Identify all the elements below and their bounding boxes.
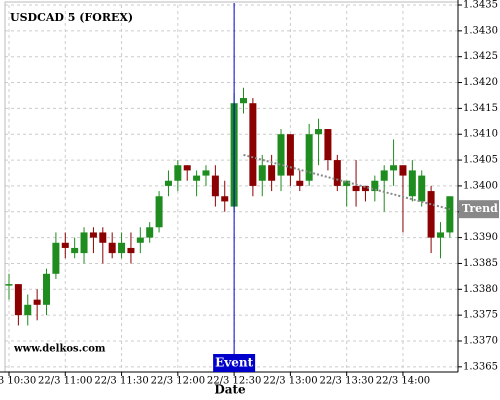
candle-body: [418, 175, 426, 202]
candle-body: [427, 191, 435, 238]
y-tick-label: 1.3400: [463, 180, 498, 191]
candle-body: [361, 185, 369, 192]
candle-body: [146, 227, 154, 238]
y-tick-label: 1.3420: [463, 77, 498, 88]
watermark: www.delkos.com: [13, 344, 106, 355]
candle-body: [118, 242, 126, 254]
candle-body: [408, 170, 416, 197]
x-tick-label: 22/3 11:00: [38, 376, 92, 387]
candle-body: [296, 180, 304, 186]
trend-line: [243, 153, 451, 211]
candle-body: [164, 180, 172, 186]
candle-body: [43, 273, 51, 305]
candle-body: [240, 98, 247, 104]
candle-body: [71, 247, 79, 254]
y-tick-label: 1.3415: [463, 103, 498, 114]
y-tick-label: 1.3380: [463, 284, 498, 295]
candle-body: [436, 232, 444, 238]
candle-body: [193, 175, 201, 181]
x-tick-label: 22/3 13:30: [319, 376, 373, 387]
candle-body: [5, 284, 13, 286]
x-tick-label: 22/3 14:00: [376, 376, 430, 387]
candle-body: [202, 170, 210, 176]
candle-body: [343, 180, 351, 186]
candle-body: [99, 232, 107, 243]
y-tick-label: 1.3390: [463, 232, 498, 243]
x-tick-label: 22/3 10:30: [0, 376, 36, 387]
candle-body: [14, 284, 22, 316]
x-axis-label: Date: [214, 383, 246, 397]
y-tick-label: 1.3410: [463, 129, 498, 140]
trend-label: Trend: [462, 202, 498, 215]
candle-body: [61, 242, 69, 248]
candle-body: [446, 196, 454, 233]
y-tick-label: 1.3430: [463, 25, 498, 36]
x-tick-label: 22/3 12:00: [151, 376, 205, 387]
chart-title: USDCAD 5 (FOREX): [10, 11, 133, 24]
y-tick-label: 1.3425: [463, 51, 498, 62]
trend-tag: [459, 200, 499, 219]
candle-body: [305, 134, 313, 181]
candle-body: [352, 185, 360, 192]
candle-body: [399, 165, 407, 176]
candle-body: [371, 180, 379, 192]
candle-body: [136, 237, 144, 243]
y-tick-label: 1.3365: [463, 361, 498, 372]
y-tick-label: 1.3435: [463, 0, 498, 11]
candle-body: [155, 196, 163, 228]
candle-body: [24, 304, 32, 316]
candle-body: [211, 175, 219, 197]
candle-body: [108, 242, 116, 254]
event-label: Event: [215, 356, 253, 370]
candle-body: [324, 129, 332, 161]
candle-body: [268, 165, 276, 181]
y-tick-label: 1.3375: [463, 310, 498, 321]
candle-body: [183, 165, 191, 171]
candle-body: [80, 232, 88, 254]
candle-body: [390, 165, 398, 171]
candle-body: [127, 247, 135, 254]
candle-body: [315, 129, 323, 135]
x-tick-label: 22/3 13:00: [263, 376, 317, 387]
candle-body: [174, 165, 182, 181]
candle-body: [286, 134, 294, 176]
y-tick-label: 1.3385: [463, 258, 498, 269]
event-tag: [213, 354, 256, 372]
x-tick-label: 22/3 11:30: [94, 376, 148, 387]
candle-body: [52, 242, 60, 274]
x-tick-label: 22/3 12:30: [207, 376, 261, 387]
candle-body: [221, 196, 229, 202]
candle-body: [89, 232, 97, 238]
candle-body: [277, 134, 285, 176]
y-tick-label: 1.3405: [463, 155, 498, 166]
candle-body: [380, 170, 388, 181]
candle-body: [258, 165, 266, 181]
y-tick-label: 1.3370: [463, 335, 498, 346]
candle-body: [249, 103, 257, 186]
candle-body: [333, 160, 341, 186]
candle-body: [33, 299, 41, 305]
